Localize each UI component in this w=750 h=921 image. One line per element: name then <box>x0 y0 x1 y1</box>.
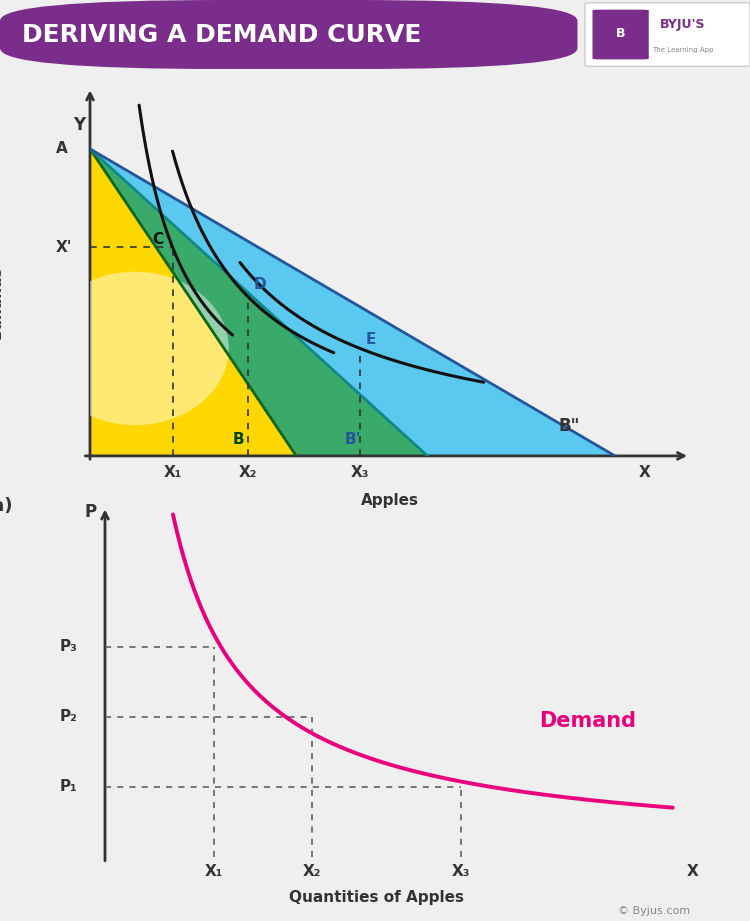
Text: B': B' <box>345 432 362 447</box>
Text: D: D <box>254 276 266 292</box>
Text: © Byjus.com: © Byjus.com <box>618 905 690 915</box>
Text: B": B" <box>559 417 580 436</box>
Text: C: C <box>152 232 163 247</box>
Text: B: B <box>232 432 244 447</box>
Text: DERIVING A DEMAND CURVE: DERIVING A DEMAND CURVE <box>22 22 422 47</box>
Text: P₂: P₂ <box>60 709 78 724</box>
Polygon shape <box>90 149 615 456</box>
Text: The Learning App: The Learning App <box>652 47 713 52</box>
FancyBboxPatch shape <box>585 3 750 66</box>
Text: Y: Y <box>73 116 85 134</box>
Text: X₂: X₂ <box>303 864 322 879</box>
Text: X₃: X₃ <box>452 864 470 879</box>
FancyBboxPatch shape <box>592 9 649 59</box>
Text: X: X <box>639 465 651 481</box>
Text: Bananas: Bananas <box>0 265 4 339</box>
Text: X: X <box>687 864 698 879</box>
Text: P: P <box>84 503 96 521</box>
Text: X₁: X₁ <box>205 864 223 879</box>
FancyBboxPatch shape <box>0 0 578 69</box>
Circle shape <box>41 272 229 426</box>
Text: Quantities of Apples: Quantities of Apples <box>289 890 464 905</box>
Text: X₂: X₂ <box>238 465 256 481</box>
Text: X': X' <box>56 239 72 254</box>
Text: X₃: X₃ <box>351 465 369 481</box>
Polygon shape <box>90 149 427 456</box>
Text: A: A <box>56 142 68 157</box>
Text: P₃: P₃ <box>60 639 78 654</box>
Text: Demand: Demand <box>539 711 637 731</box>
Text: P₁: P₁ <box>60 779 78 794</box>
Text: (a): (a) <box>0 497 13 515</box>
Text: X₁: X₁ <box>164 465 182 481</box>
Text: Apples: Apples <box>361 493 419 508</box>
Text: BYJU'S: BYJU'S <box>660 17 705 30</box>
Text: B: B <box>616 27 626 40</box>
Polygon shape <box>90 149 296 456</box>
Text: E: E <box>366 332 376 347</box>
